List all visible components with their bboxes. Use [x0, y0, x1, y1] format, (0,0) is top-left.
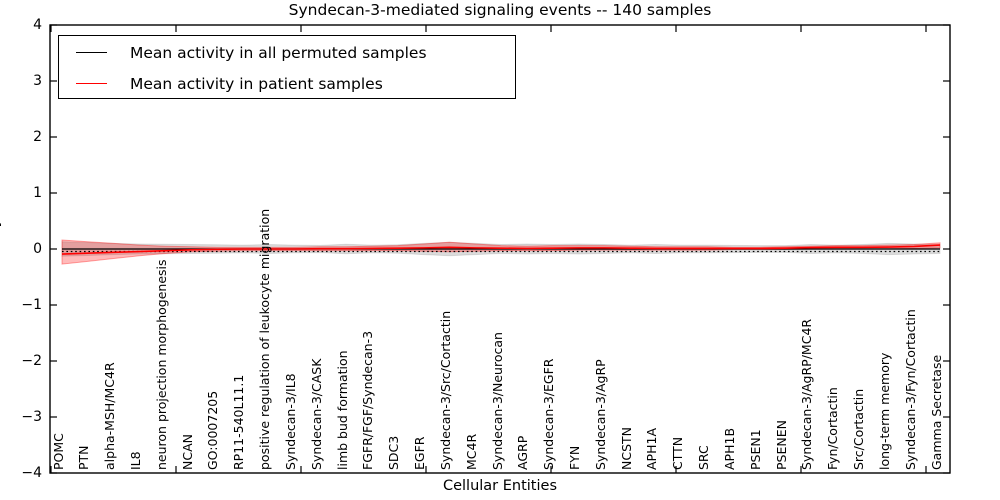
- y-tick-label: −1: [21, 297, 42, 313]
- x-tick-label: Syndecan-3/Src/Cortactin: [437, 310, 453, 470]
- x-tick-label: alpha-MSH/MC4R: [102, 362, 118, 470]
- x-tick-label: Syndecan-3/EGFR: [541, 358, 557, 470]
- x-tick-label: Syndecan-3/IL8: [282, 373, 298, 470]
- y-tick-label: 0: [33, 241, 42, 257]
- x-tick-label: MC4R: [463, 433, 479, 470]
- x-tick-label: long-term memory: [876, 352, 892, 470]
- y-tick-label: 1: [33, 185, 42, 201]
- x-tick-label: AGRP: [515, 435, 531, 470]
- y-tick-label: −3: [21, 409, 42, 425]
- x-tick-label: PTN: [76, 445, 92, 470]
- patient-mean-line: [61, 244, 941, 255]
- x-tick-label: FGFR/FGF/Syndecan-3: [360, 330, 376, 470]
- y-tick-label: −2: [21, 353, 42, 369]
- legend-line-swatch-red: [76, 83, 107, 84]
- x-tick-label: neuron projection morphogenesis: [153, 259, 169, 470]
- x-tick-label: CTTN: [670, 436, 686, 470]
- x-tick-label: APH1A: [644, 428, 660, 470]
- x-tick-label: IL8: [127, 451, 143, 470]
- x-tick-label: APH1B: [721, 427, 737, 470]
- x-tick-label: Syndecan-3/AgRP: [592, 359, 608, 470]
- x-tick-label: Syndecan-3/Neurocan: [489, 332, 505, 470]
- x-tick-label: Src/Cortactin: [851, 388, 867, 470]
- legend-line-swatch-black: [76, 52, 107, 53]
- x-tick-label: PSEN1: [747, 429, 763, 470]
- y-tick-label: 2: [33, 129, 42, 145]
- legend: Mean activity in all permuted samples Me…: [58, 35, 516, 99]
- x-tick-label: Gamma Secretase: [928, 354, 944, 470]
- y-tick-label: −4: [21, 465, 42, 481]
- x-tick-label: positive regulation of leukocyte migrati…: [257, 208, 273, 470]
- legend-label: Mean activity in all permuted samples: [130, 43, 427, 62]
- x-tick-label: Syndecan-3/CASK: [308, 358, 324, 470]
- x-tick-label: POMC: [50, 433, 66, 470]
- legend-entry-permuted: Mean activity in all permuted samples: [76, 38, 515, 67]
- x-tick-label: NCAN: [179, 434, 195, 470]
- x-tick-label: Syndecan-3/Fyn/Cortactin: [902, 309, 918, 470]
- y-tick-label: 4: [33, 17, 42, 33]
- x-axis-label: Cellular Entities: [442, 478, 558, 494]
- x-tick-label: FYN: [566, 445, 582, 470]
- legend-label: Mean activity in patient samples: [130, 74, 383, 93]
- patient-band: [61, 239, 941, 265]
- x-tick-label: limb bud formation: [334, 350, 350, 470]
- x-tick-label: PSENEN: [773, 420, 789, 470]
- x-tick-label: NCSTN: [618, 427, 634, 470]
- x-tick-label: Fyn/Cortactin: [825, 387, 841, 470]
- x-tick-label: EGFR: [412, 436, 428, 470]
- x-tick-label: Syndecan-3/AgRP/MC4R: [799, 318, 815, 470]
- y-tick-label: 3: [33, 73, 42, 89]
- x-tick-label: SRC: [696, 445, 712, 470]
- chart-title: Syndecan-3-mediated signaling events -- …: [288, 1, 712, 19]
- legend-entry-patient: Mean activity in patient samples: [76, 69, 515, 98]
- x-tick-label: GO:0007205: [205, 390, 221, 470]
- x-tick-label: RP11-540L11.1: [231, 374, 247, 470]
- x-tick-label: SDC3: [386, 435, 402, 470]
